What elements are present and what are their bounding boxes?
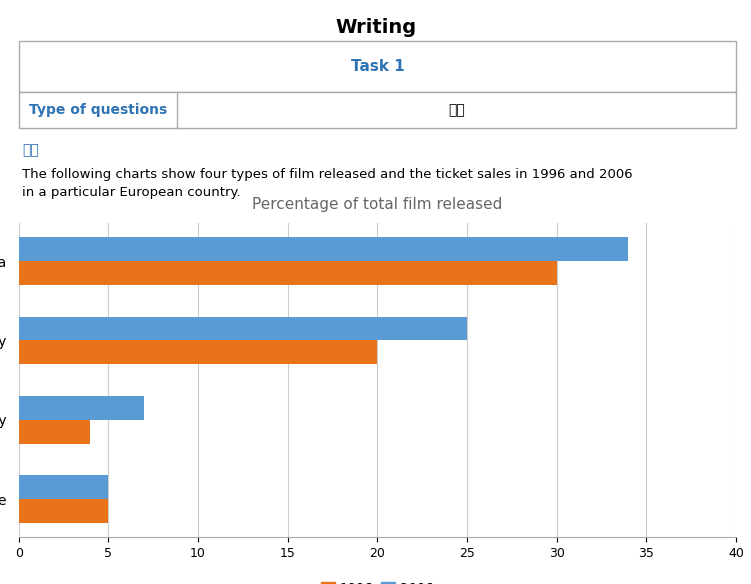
Bar xyxy=(19,41,736,92)
Text: Type of questions: Type of questions xyxy=(29,103,167,117)
Bar xyxy=(19,420,91,444)
Bar xyxy=(19,317,467,340)
Text: 题目: 题目 xyxy=(23,143,39,157)
Bar xyxy=(19,396,144,420)
Text: Writing: Writing xyxy=(335,18,416,37)
Bar xyxy=(19,237,629,261)
Bar xyxy=(19,92,736,128)
Bar xyxy=(19,499,108,523)
Bar xyxy=(19,261,556,285)
Text: The following charts show four types of film released and the ticket sales in 19: The following charts show four types of … xyxy=(23,168,633,199)
Bar xyxy=(19,340,378,364)
Legend: 1996, 2006: 1996, 2006 xyxy=(316,576,439,584)
Text: Task 1: Task 1 xyxy=(351,59,404,74)
Text: 柱图: 柱图 xyxy=(448,103,465,117)
Title: Percentage of total film released: Percentage of total film released xyxy=(252,197,502,212)
Bar xyxy=(19,475,108,499)
